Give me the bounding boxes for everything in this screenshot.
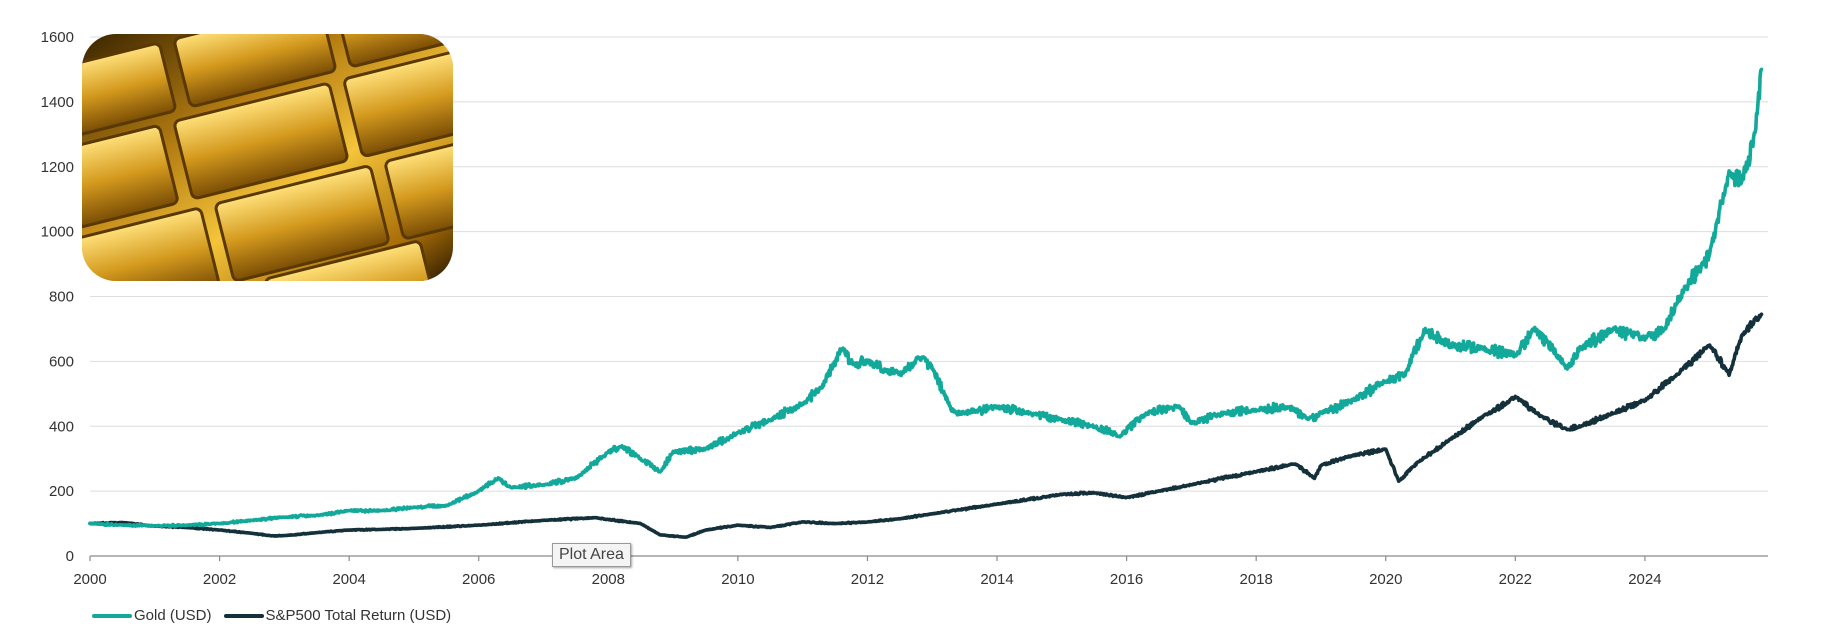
legend-label-gold: Gold (USD) [134,607,212,624]
x-tick-label: 2014 [980,571,1013,588]
x-tick-label: 2022 [1499,571,1532,588]
plot-area-tooltip: Plot Area [552,543,631,567]
legend: Gold (USD) S&P500 Total Return (USD) [92,607,463,624]
y-tick-label: 400 [49,418,74,435]
y-tick-label: 1600 [41,29,74,46]
x-tick-label: 2016 [1110,571,1143,588]
y-tick-label: 1400 [41,94,74,111]
y-tick-label: 800 [49,289,74,306]
x-tick-label: 2024 [1628,571,1661,588]
y-tick-label: 600 [49,353,74,370]
axes: 0 200 400 600 800 1000 1200 1400 1600 2000 2002 200… [41,29,1768,588]
legend-item-sp500[interactable]: S&P500 Total Return (USD) [223,607,452,624]
y-tick-label: 0 [66,548,74,565]
series-line-sp500[interactable] [88,312,1764,539]
x-tick-label: 2006 [462,571,495,588]
x-tick-label: 2012 [851,571,884,588]
series-line-gold[interactable] [88,67,1764,528]
y-tick-label: 200 [49,483,74,500]
series [88,67,1764,539]
gold-bars-photo [82,34,453,281]
legend-swatch-gold [92,613,132,618]
legend-item-gold[interactable]: Gold (USD) [92,607,212,624]
x-tick-label: 2002 [203,571,236,588]
x-tick-label: 2000 [73,571,106,588]
x-tick-label: 2004 [332,571,365,588]
x-tick-label: 2010 [721,571,754,588]
legend-swatch-sp500 [223,613,264,618]
y-tick-label: 1200 [41,159,74,176]
y-tick-label: 1000 [41,224,74,241]
x-tick-label: 2018 [1239,571,1272,588]
x-tick-label: 2020 [1369,571,1402,588]
legend-label-sp500: S&P500 Total Return (USD) [265,607,452,624]
x-tick-label: 2008 [592,571,625,588]
